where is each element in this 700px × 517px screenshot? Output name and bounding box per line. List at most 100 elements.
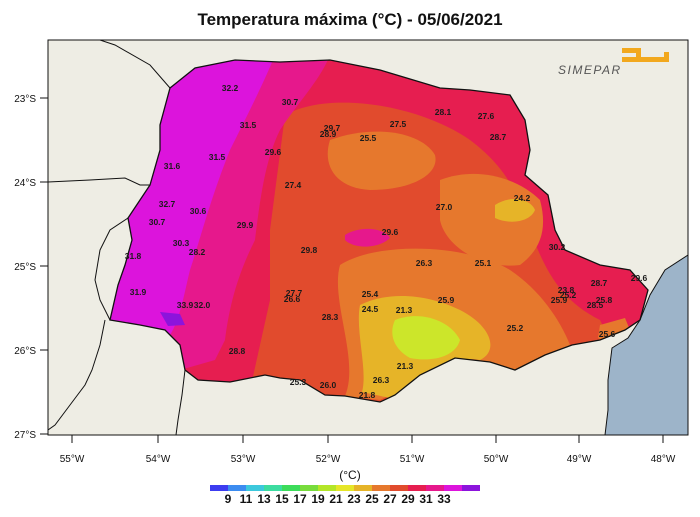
station-value: 31.9 <box>130 287 147 297</box>
station-value: 26.0 <box>320 380 337 390</box>
x-tick-label: 50°W <box>484 454 509 465</box>
station-value: 26.3 <box>416 258 433 268</box>
legend-tick-label: 25 <box>365 492 379 506</box>
station-value: 28.9 <box>320 129 337 139</box>
station-value: 25.8 <box>596 295 613 305</box>
legend-tick-label: 31 <box>419 492 433 506</box>
station-value: 32.0 <box>194 300 211 310</box>
legend-swatch <box>372 485 390 491</box>
y-axis: 23°S 24°S 25°S 26°S 27°S <box>14 94 48 441</box>
logo-text: SIMEPAR <box>558 63 622 77</box>
station-value: 25.9 <box>438 295 455 305</box>
legend-swatch <box>228 485 246 491</box>
station-value: 25.9 <box>551 295 568 305</box>
coastline <box>604 254 688 435</box>
legend-unit: (°C) <box>339 468 361 482</box>
station-value: 29.7 <box>324 123 341 133</box>
simepar-logo: SIMEPAR <box>556 46 674 78</box>
x-tick-label: 52°W <box>316 454 341 465</box>
station-value: 25.6 <box>599 329 616 339</box>
station-value: 28.3 <box>322 312 339 322</box>
station-value: 27.0 <box>436 202 453 212</box>
map-title: Temperatura máxima (°C) - 05/06/2021 <box>197 10 503 29</box>
legend-swatch <box>444 485 462 491</box>
station-value: 27.4 <box>285 180 302 190</box>
station-value: 31.6 <box>164 161 181 171</box>
station-value: 29.6 <box>265 147 282 157</box>
station-value: 32.2 <box>222 83 239 93</box>
legend-tick-label: 11 <box>239 492 253 506</box>
legend-swatch <box>318 485 336 491</box>
legend-swatch <box>336 485 354 491</box>
color-legend <box>210 485 480 491</box>
legend-tick-label: 23 <box>347 492 361 506</box>
legend-swatch <box>246 485 264 491</box>
x-axis: 55°W 54°W 53°W 52°W 51°W 50°W 49°W 48°W <box>60 435 676 465</box>
station-value: 26.6 <box>284 294 301 304</box>
map-frame <box>47 39 689 436</box>
legend-tick-label: 15 <box>275 492 289 506</box>
y-tick-label: 26°S <box>14 346 36 357</box>
station-value: 27.7 <box>286 288 303 298</box>
border-line <box>48 319 106 431</box>
station-value: 28.7 <box>490 132 507 142</box>
station-value: 28.2 <box>189 247 206 257</box>
station-values: 32.2 30.7 31.5 29.6 31.6 31.5 32.7 30.6 … <box>125 83 648 400</box>
station-value: 21.3 <box>396 305 413 315</box>
station-value: 30.2 <box>549 242 566 252</box>
station-value: 28.5 <box>587 300 604 310</box>
station-value: 26.3 <box>373 375 390 385</box>
station-value: 30.3 <box>173 238 190 248</box>
legend-swatch <box>264 485 282 491</box>
station-value: 25.3 <box>290 377 307 387</box>
station-value: 28.8 <box>229 346 246 356</box>
legend-tick-label: 21 <box>329 492 343 506</box>
station-value: 29.6 <box>631 273 648 283</box>
legend-tick-label: 29 <box>401 492 415 506</box>
station-value: 24.5 <box>362 304 379 314</box>
station-value: 30.6 <box>190 206 207 216</box>
station-value: 30.7 <box>282 97 299 107</box>
legend-tick-label: 13 <box>257 492 271 506</box>
station-value: 30.7 <box>149 217 166 227</box>
border-line <box>175 369 186 435</box>
legend-swatch <box>426 485 444 491</box>
legend-tick-label: 9 <box>224 492 232 506</box>
station-value: 29.6 <box>382 227 399 237</box>
station-value: 31.5 <box>209 152 226 162</box>
station-value: 24.2 <box>514 193 531 203</box>
station-value: 25.2 <box>560 290 577 300</box>
legend-swatch <box>390 485 408 491</box>
legend-tick-label: 33 <box>437 492 451 506</box>
legend-swatch <box>282 485 300 491</box>
station-value: 31.5 <box>240 120 257 130</box>
x-tick-label: 55°W <box>60 454 85 465</box>
x-tick-label: 48°W <box>651 454 676 465</box>
legend-tick-label: 19 <box>311 492 325 506</box>
y-tick-label: 25°S <box>14 262 36 273</box>
x-tick-label: 54°W <box>146 454 171 465</box>
station-value: 21.3 <box>397 361 414 371</box>
station-value: 25.1 <box>475 258 492 268</box>
station-value: 25.2 <box>507 323 524 333</box>
legend-swatch <box>210 485 228 491</box>
station-value: 27.5 <box>390 119 407 129</box>
station-value: 28.7 <box>591 278 608 288</box>
legend-swatch <box>408 485 426 491</box>
legend-tick-label: 17 <box>293 492 307 506</box>
station-value: 31.8 <box>125 251 142 261</box>
y-tick-label: 23°S <box>14 94 36 105</box>
legend-swatch <box>462 485 480 491</box>
border-line <box>94 217 129 321</box>
station-value: 25.5 <box>360 133 377 143</box>
station-value: 29.8 <box>301 245 318 255</box>
station-value: 28.1 <box>435 107 452 117</box>
y-tick-label: 24°S <box>14 178 36 189</box>
station-value: 33.9 <box>177 300 194 310</box>
legend-tick-label: 27 <box>383 492 397 506</box>
y-tick-label: 27°S <box>14 430 36 441</box>
x-tick-label: 49°W <box>567 454 592 465</box>
station-value: 29.9 <box>237 220 254 230</box>
x-tick-label: 53°W <box>231 454 256 465</box>
legend-swatch <box>354 485 372 491</box>
